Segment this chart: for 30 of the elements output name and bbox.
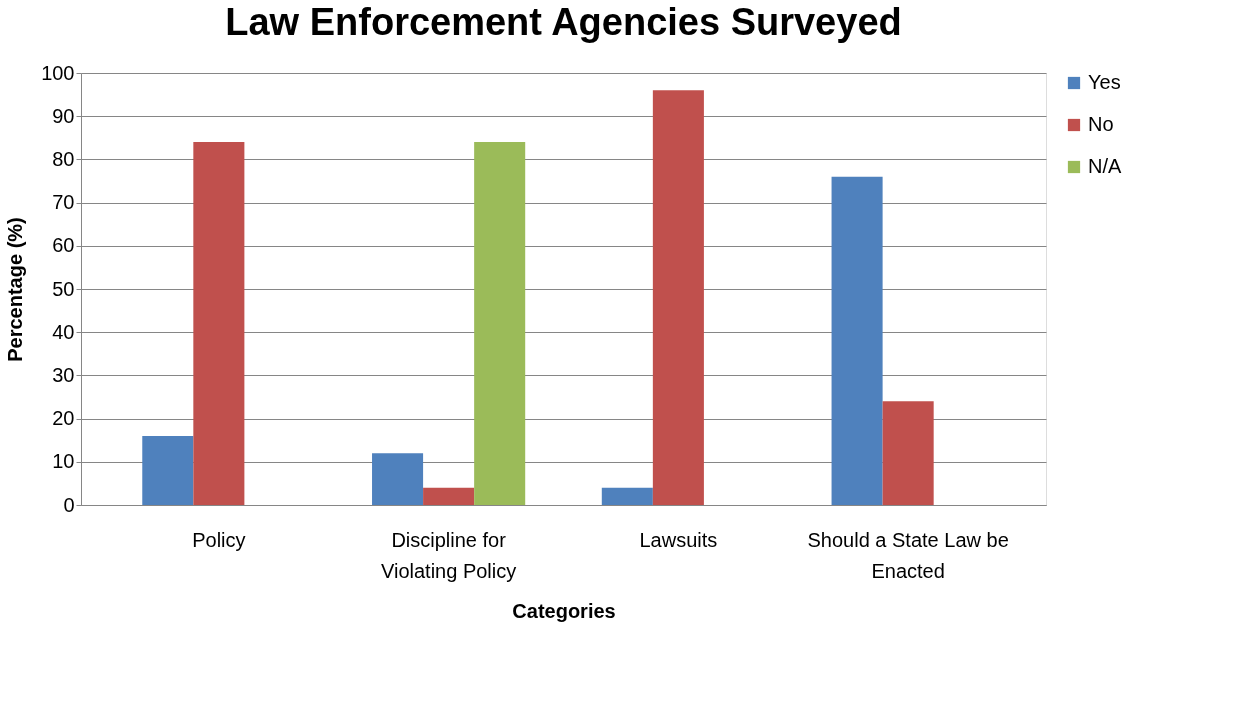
- y-axis-title: Percentage (%): [4, 217, 27, 362]
- bar: [652, 90, 704, 505]
- x-tick-label: Lawsuits: [639, 528, 718, 551]
- x-axis-title: Categories: [512, 599, 616, 622]
- y-tick-label: 50: [52, 277, 75, 300]
- chart-title: Law Enforcement Agencies Surveyed: [225, 1, 902, 43]
- legend-label: Yes: [1088, 71, 1121, 93]
- bar: [423, 487, 475, 505]
- y-tick-label: 80: [52, 147, 75, 170]
- y-tick-label: 90: [52, 104, 75, 127]
- bar: [193, 142, 245, 505]
- legend-label: N/A: [1088, 155, 1122, 177]
- y-tick-label: 40: [52, 320, 75, 343]
- bar: [372, 453, 424, 505]
- y-tick-label: 60: [52, 234, 75, 257]
- y-tick-label: 20: [52, 407, 75, 430]
- legend-label: No: [1088, 113, 1114, 135]
- x-tick-label: Should a State Law be Enacted: [807, 528, 1009, 582]
- y-tick-label: 30: [52, 363, 75, 386]
- y-tick-label: 70: [52, 191, 75, 214]
- y-tick-label: 0: [63, 493, 75, 516]
- x-tick-label: Discipline for Violating Policy: [380, 528, 517, 582]
- y-tick-label: 100: [41, 61, 75, 84]
- y-tick-label: 10: [52, 450, 75, 473]
- bar: [831, 176, 883, 505]
- bar: [601, 487, 653, 505]
- bar: [882, 401, 934, 505]
- x-tick-label: Policy: [192, 528, 246, 551]
- bar: [474, 142, 526, 505]
- bar: [142, 435, 194, 505]
